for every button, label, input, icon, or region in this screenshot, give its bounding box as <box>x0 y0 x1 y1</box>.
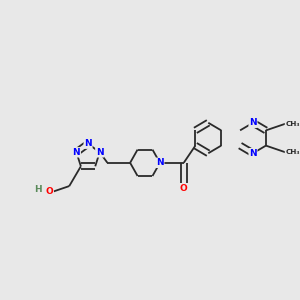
Text: H: H <box>34 185 41 194</box>
Text: N: N <box>249 118 257 127</box>
Text: N: N <box>84 139 92 148</box>
Text: CH₃: CH₃ <box>285 149 300 155</box>
Text: O: O <box>46 187 53 196</box>
Text: N: N <box>249 149 257 158</box>
Text: N: N <box>96 148 103 157</box>
Text: CH₃: CH₃ <box>285 121 300 127</box>
Text: N: N <box>73 148 80 157</box>
Text: N: N <box>156 158 164 167</box>
Text: O: O <box>180 184 188 193</box>
